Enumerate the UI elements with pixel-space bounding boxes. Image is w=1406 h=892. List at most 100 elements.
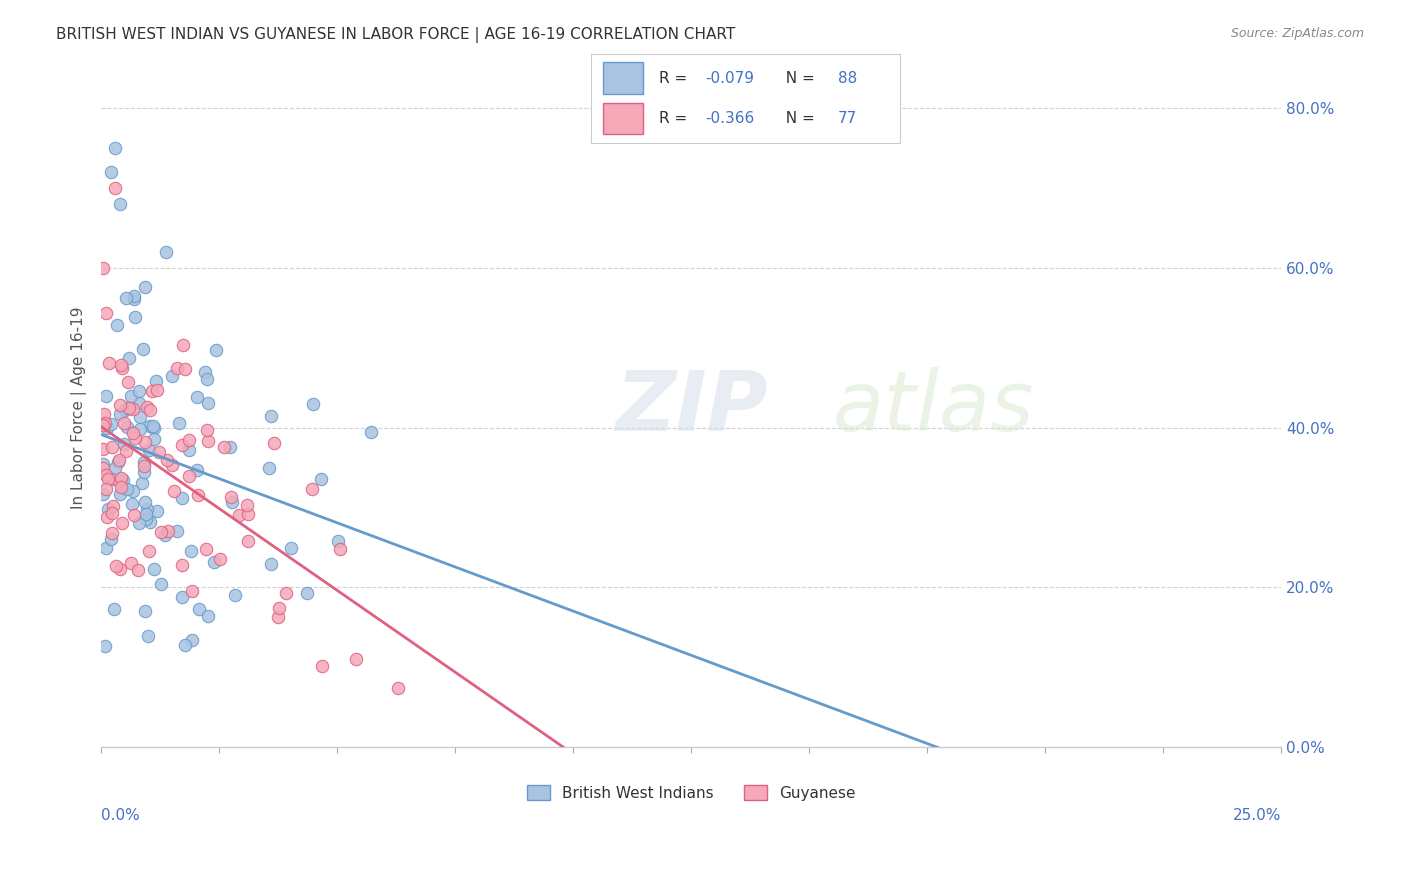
Point <box>98 356 121 370</box>
Point <box>93 408 115 422</box>
Point <box>112 437 135 451</box>
Text: 77: 77 <box>838 112 858 126</box>
Point <box>163 484 186 499</box>
Point <box>172 590 194 604</box>
Point <box>112 417 135 431</box>
Point <box>122 483 145 498</box>
Point <box>124 310 146 325</box>
Point <box>94 306 117 320</box>
Point <box>104 181 127 195</box>
Point <box>205 343 228 358</box>
Point <box>302 397 325 411</box>
Point <box>122 292 145 306</box>
Point <box>197 395 219 409</box>
Point <box>117 401 139 416</box>
Point <box>100 440 122 454</box>
Point <box>169 416 191 430</box>
Point <box>122 508 145 522</box>
Point <box>136 400 159 414</box>
Point <box>280 541 302 555</box>
Point <box>100 532 122 546</box>
Point <box>94 388 117 402</box>
Point <box>117 482 139 496</box>
Point <box>97 502 120 516</box>
Text: 0.0%: 0.0% <box>101 807 139 822</box>
Point <box>105 318 128 332</box>
Point <box>93 486 115 500</box>
Point <box>180 544 202 558</box>
Point <box>146 504 169 518</box>
Bar <box>603 62 643 94</box>
Point <box>96 541 118 555</box>
Point <box>128 516 150 530</box>
Point <box>136 501 159 516</box>
Point <box>110 359 132 373</box>
Point <box>93 461 115 475</box>
Point <box>139 418 162 433</box>
Point <box>115 292 138 306</box>
Text: BRITISH WEST INDIAN VS GUYANESE IN LABOR FORCE | AGE 16-19 CORRELATION CHART: BRITISH WEST INDIAN VS GUYANESE IN LABOR… <box>56 27 735 43</box>
Point <box>174 361 197 376</box>
Point <box>162 369 184 384</box>
Point <box>139 515 162 529</box>
Point <box>174 638 197 652</box>
Point <box>108 453 131 467</box>
Point <box>101 506 124 520</box>
Point <box>156 453 179 467</box>
Point <box>387 681 409 695</box>
Legend: British West Indians, Guyanese: British West Indians, Guyanese <box>520 779 862 807</box>
Point <box>219 490 242 504</box>
Point <box>236 498 259 512</box>
Point <box>202 555 225 569</box>
Point <box>301 482 323 496</box>
Point <box>194 365 217 379</box>
Point <box>208 552 231 566</box>
Point <box>328 533 350 548</box>
Point <box>195 423 218 437</box>
Point <box>238 534 260 549</box>
Point <box>263 435 285 450</box>
Point <box>96 421 118 435</box>
Point <box>155 244 177 259</box>
Text: -0.366: -0.366 <box>704 112 754 126</box>
Point <box>260 557 283 571</box>
Point <box>170 558 193 573</box>
Point <box>124 431 146 445</box>
Point <box>136 629 159 643</box>
Point <box>149 524 172 539</box>
Point <box>131 475 153 490</box>
Point <box>132 455 155 469</box>
Point <box>166 524 188 538</box>
Point <box>122 289 145 303</box>
Text: Source: ZipAtlas.com: Source: ZipAtlas.com <box>1230 27 1364 40</box>
Point <box>110 480 132 494</box>
Text: N =: N = <box>776 71 820 86</box>
Point <box>107 474 129 488</box>
Point <box>179 469 201 483</box>
Point <box>267 600 290 615</box>
Point <box>160 458 183 472</box>
Point <box>100 165 122 179</box>
Point <box>156 524 179 538</box>
Point <box>101 499 124 513</box>
Point <box>179 434 201 448</box>
Point <box>94 416 117 430</box>
Point <box>110 562 132 576</box>
Point <box>142 419 165 434</box>
Point <box>121 401 143 416</box>
Point <box>93 458 115 472</box>
Point <box>115 444 138 458</box>
Point <box>134 435 156 450</box>
Point <box>260 409 283 424</box>
Point <box>177 443 200 458</box>
Point <box>311 658 333 673</box>
Point <box>107 455 129 469</box>
Point <box>197 434 219 448</box>
Point <box>146 383 169 397</box>
Point <box>103 602 125 616</box>
Point <box>97 472 120 486</box>
Point <box>153 528 176 542</box>
Point <box>142 561 165 575</box>
Point <box>134 280 156 294</box>
Point <box>170 438 193 452</box>
